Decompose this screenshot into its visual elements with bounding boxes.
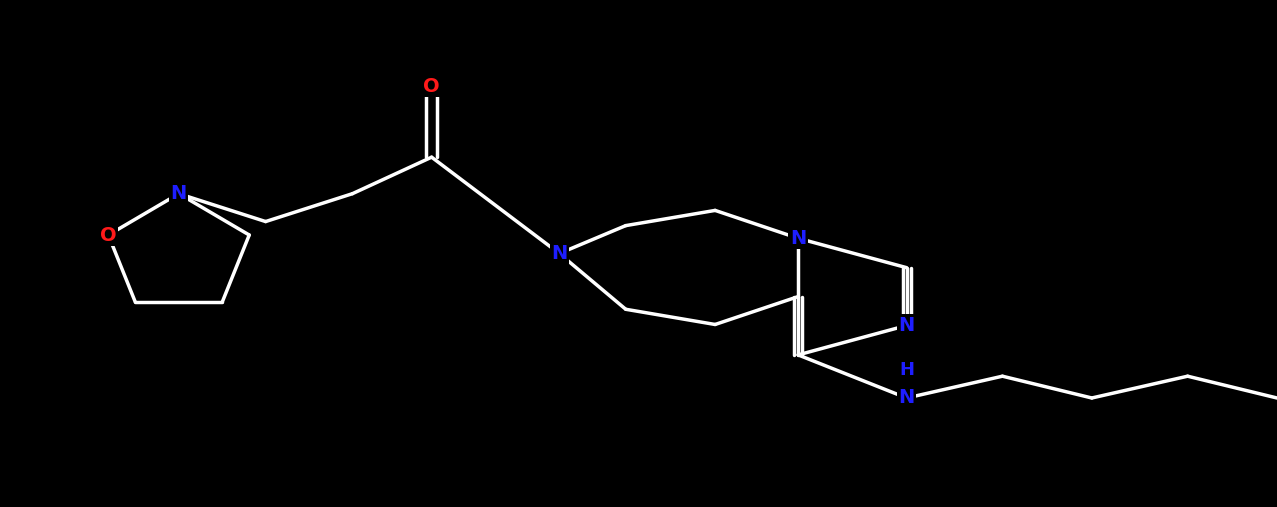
Text: N: N bbox=[552, 244, 567, 263]
Text: N: N bbox=[790, 229, 806, 248]
Text: N: N bbox=[899, 316, 914, 335]
Text: N: N bbox=[171, 184, 186, 203]
Text: N: N bbox=[899, 388, 914, 408]
Text: H: H bbox=[899, 361, 914, 379]
Text: O: O bbox=[423, 77, 441, 96]
Text: O: O bbox=[100, 226, 116, 244]
